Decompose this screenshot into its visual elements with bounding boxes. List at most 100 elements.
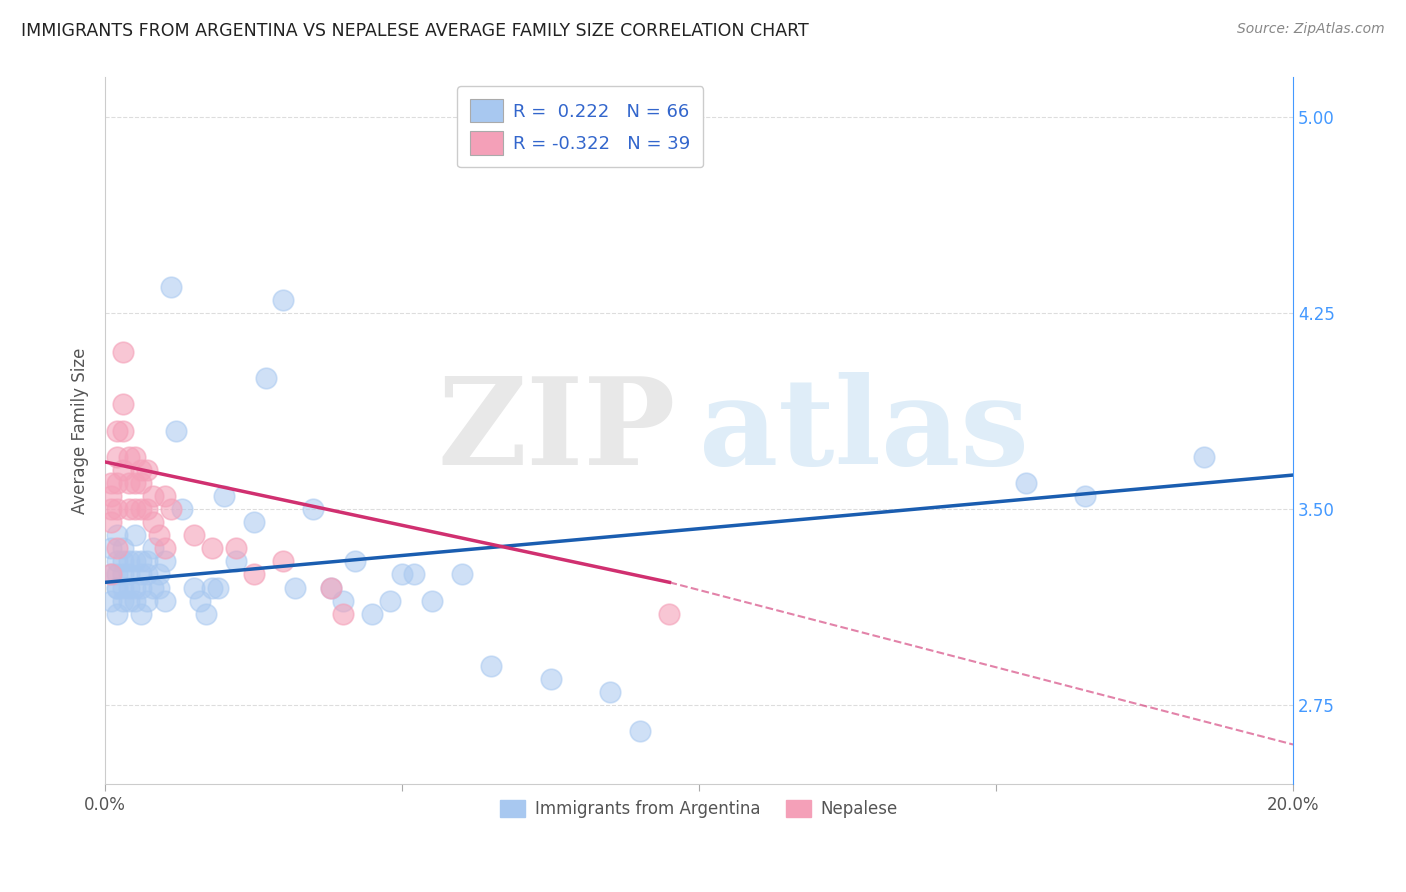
Point — [124, 475, 146, 490]
Point — [105, 424, 128, 438]
Point — [124, 554, 146, 568]
Point — [148, 528, 170, 542]
Point — [105, 528, 128, 542]
Point — [319, 581, 342, 595]
Point — [118, 554, 141, 568]
Point — [112, 567, 135, 582]
Point — [391, 567, 413, 582]
Point — [302, 502, 325, 516]
Point — [124, 450, 146, 464]
Point — [242, 515, 264, 529]
Point — [420, 593, 443, 607]
Point — [142, 541, 165, 556]
Point — [273, 554, 295, 568]
Point — [112, 345, 135, 359]
Point — [105, 541, 128, 556]
Point — [142, 489, 165, 503]
Point — [118, 502, 141, 516]
Point — [1015, 475, 1038, 490]
Point — [332, 607, 354, 621]
Point — [254, 371, 277, 385]
Point — [142, 515, 165, 529]
Point — [112, 554, 135, 568]
Point — [124, 581, 146, 595]
Point — [201, 541, 224, 556]
Point — [153, 489, 176, 503]
Point — [112, 541, 135, 556]
Point — [1074, 489, 1097, 503]
Point — [225, 554, 247, 568]
Point — [105, 554, 128, 568]
Point — [124, 593, 146, 607]
Point — [166, 424, 188, 438]
Point — [100, 489, 122, 503]
Point — [112, 397, 135, 411]
Point — [135, 554, 157, 568]
Point — [100, 541, 122, 556]
Text: Source: ZipAtlas.com: Source: ZipAtlas.com — [1237, 22, 1385, 37]
Point — [153, 593, 176, 607]
Point — [142, 581, 165, 595]
Point — [1192, 450, 1215, 464]
Point — [105, 581, 128, 595]
Point — [118, 593, 141, 607]
Point — [100, 567, 122, 582]
Point — [100, 515, 122, 529]
Point — [100, 502, 122, 516]
Point — [148, 581, 170, 595]
Point — [112, 463, 135, 477]
Point — [129, 581, 152, 595]
Point — [129, 554, 152, 568]
Point — [183, 581, 205, 595]
Point — [100, 593, 122, 607]
Point — [135, 463, 157, 477]
Point — [273, 293, 295, 307]
Point — [284, 581, 307, 595]
Point — [153, 541, 176, 556]
Point — [135, 502, 157, 516]
Point — [105, 475, 128, 490]
Text: IMMIGRANTS FROM ARGENTINA VS NEPALESE AVERAGE FAMILY SIZE CORRELATION CHART: IMMIGRANTS FROM ARGENTINA VS NEPALESE AV… — [21, 22, 808, 40]
Point — [129, 567, 152, 582]
Point — [129, 607, 152, 621]
Point — [332, 593, 354, 607]
Point — [599, 685, 621, 699]
Point — [159, 279, 181, 293]
Point — [105, 450, 128, 464]
Point — [159, 502, 181, 516]
Point — [212, 489, 235, 503]
Legend: Immigrants from Argentina, Nepalese: Immigrants from Argentina, Nepalese — [494, 793, 904, 825]
Text: atlas: atlas — [699, 372, 1029, 490]
Point — [201, 581, 224, 595]
Point — [343, 554, 366, 568]
Point — [118, 450, 141, 464]
Y-axis label: Average Family Size: Average Family Size — [72, 347, 89, 514]
Point — [124, 528, 146, 542]
Point — [172, 502, 194, 516]
Point — [195, 607, 218, 621]
Point — [402, 567, 425, 582]
Point — [380, 593, 402, 607]
Point — [319, 581, 342, 595]
Point — [129, 502, 152, 516]
Point — [112, 593, 135, 607]
Text: ZIP: ZIP — [437, 372, 675, 490]
Point — [100, 475, 122, 490]
Point — [153, 554, 176, 568]
Point — [183, 528, 205, 542]
Point — [188, 593, 211, 607]
Point — [207, 581, 229, 595]
Point — [479, 659, 502, 673]
Point — [242, 567, 264, 582]
Point — [658, 607, 681, 621]
Point — [135, 567, 157, 582]
Point — [361, 607, 384, 621]
Point — [118, 567, 141, 582]
Point — [148, 567, 170, 582]
Point — [225, 541, 247, 556]
Point — [112, 581, 135, 595]
Point — [450, 567, 472, 582]
Point — [129, 463, 152, 477]
Point — [105, 607, 128, 621]
Point — [118, 581, 141, 595]
